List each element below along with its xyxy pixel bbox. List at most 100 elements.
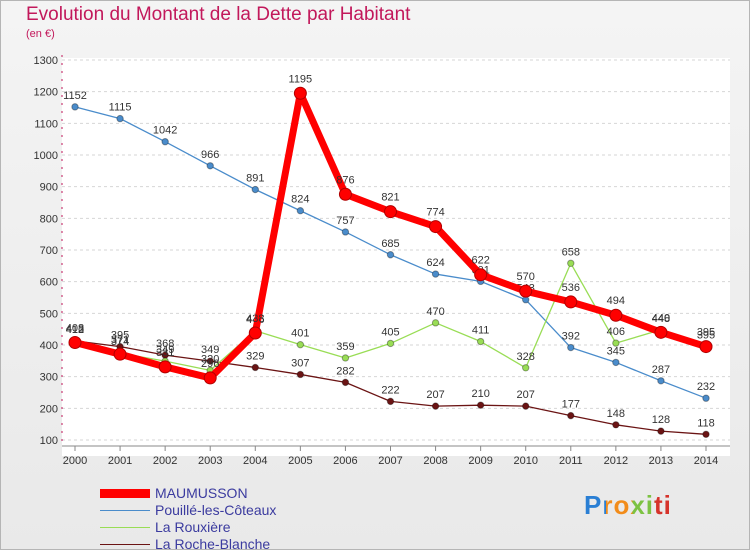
data-label-3: 349 [201,344,219,356]
x-tick-label: 2008 [423,455,447,467]
data-label-2: 374 [111,336,129,348]
data-label-2: 448 [652,313,670,325]
data-label-2: 412 [66,324,84,336]
y-tick-label: 300 [40,372,58,384]
chart-title: Evolution du Montant de la Dette par Hab… [26,4,411,25]
data-point-1 [612,358,620,367]
data-label-2: 470 [426,306,444,318]
data-label-1: 287 [652,364,670,376]
data-point-3 [341,378,350,387]
legend-item-maumusson: MAUMUSSON [100,485,350,502]
legend-swatch-pouille [100,510,150,511]
data-point-3 [296,370,305,379]
data-label-3: 395 [111,330,129,342]
data-point-0 [248,326,262,340]
data-label-0: 570 [517,271,535,283]
data-label-1: 1115 [109,102,132,114]
data-point-0 [113,347,127,361]
y-tick-label: 100 [40,435,58,447]
legend-label-roche-blanche: La Roche-Blanche [155,536,271,552]
data-point-3 [657,427,665,435]
data-point-3 [206,357,214,365]
data-label-0: 494 [607,295,625,307]
data-label-3: 207 [517,389,535,401]
data-point-2 [476,337,485,346]
data-point-0 [519,284,533,298]
data-point-0 [203,371,217,385]
data-label-1: 1042 [153,125,177,137]
data-label-2: 320 [201,353,219,365]
data-point-0 [429,220,443,234]
x-tick-label: 2010 [513,455,537,467]
data-point-0 [654,325,668,339]
data-point-3 [251,363,259,372]
data-label-0: 821 [381,192,399,204]
x-tick-label: 2001 [108,455,132,467]
data-label-1: 1152 [63,90,87,102]
legend-label-rouxiere: La Rouxière [155,519,231,535]
data-point-1 [386,251,395,259]
data-label-0: 438 [246,313,264,325]
y-tick-label: 600 [40,277,58,289]
data-label-2: 406 [607,326,625,338]
data-label-0: 440 [652,312,670,324]
y-tick-label: 800 [40,213,58,225]
data-point-2 [431,319,440,327]
y-tick-label: 1000 [34,150,58,162]
data-point-2 [341,354,350,362]
y-tick-label: 1200 [34,87,58,99]
legend-item-pouille: Pouillé-les-Côteaux [100,502,350,519]
data-point-0 [474,268,488,282]
data-point-1 [567,343,575,352]
data-point-1 [116,114,124,123]
data-label-3: 207 [426,389,444,401]
data-label-2: 328 [517,351,535,363]
data-label-0: 371 [111,334,129,346]
data-point-2 [296,340,305,349]
x-tick-label: 2005 [288,455,312,467]
data-label-3: 210 [471,388,489,400]
y-tick-label: 900 [40,182,58,194]
data-point-1 [296,207,305,215]
data-label-2: 349 [156,344,174,356]
data-point-2 [567,259,575,267]
legend-item-roche-blanche: La Roche-Blanche [100,536,350,553]
data-point-3 [567,411,575,420]
data-point-1 [657,377,665,385]
x-tick-label: 2007 [378,455,402,467]
data-point-3 [612,421,620,429]
data-point-2 [386,339,395,348]
y-tick-label: 1100 [34,118,58,130]
legend-label-pouille: Pouillé-les-Côteaux [155,502,277,518]
unit-label: (en €) [26,28,55,40]
x-tick-label: 2002 [153,455,177,467]
data-label-0: 296 [201,358,219,370]
y-tick-label: 200 [40,403,58,415]
data-label-3: 222 [381,384,399,396]
data-label-2: 401 [291,328,309,340]
data-point-3 [522,402,530,410]
x-tick-label: 2000 [63,455,87,467]
x-tick-label: 2011 [559,455,583,467]
data-point-3 [702,430,710,438]
legend: MAUMUSSON Pouillé-les-Côteaux La Rouxièr… [100,485,350,553]
data-point-0 [158,360,172,374]
data-label-1: 891 [246,173,264,185]
data-point-0 [68,335,82,349]
legend-label-maumusson: MAUMUSSON [155,485,248,501]
data-point-2 [612,339,620,347]
data-label-0: 876 [336,174,354,186]
data-label-3: 329 [246,350,264,362]
logo-text: Proxiti [584,490,672,520]
x-tick-label: 2012 [604,455,628,467]
data-label-3: 282 [336,365,354,377]
data-point-0 [384,205,397,219]
data-label-3: 307 [291,357,309,369]
x-tick-label: 2009 [468,455,492,467]
data-label-1: 624 [426,257,444,269]
data-label-2: 658 [562,246,580,258]
data-point-1 [702,394,710,402]
data-point-1 [161,138,169,146]
data-label-0: 395 [697,327,715,339]
